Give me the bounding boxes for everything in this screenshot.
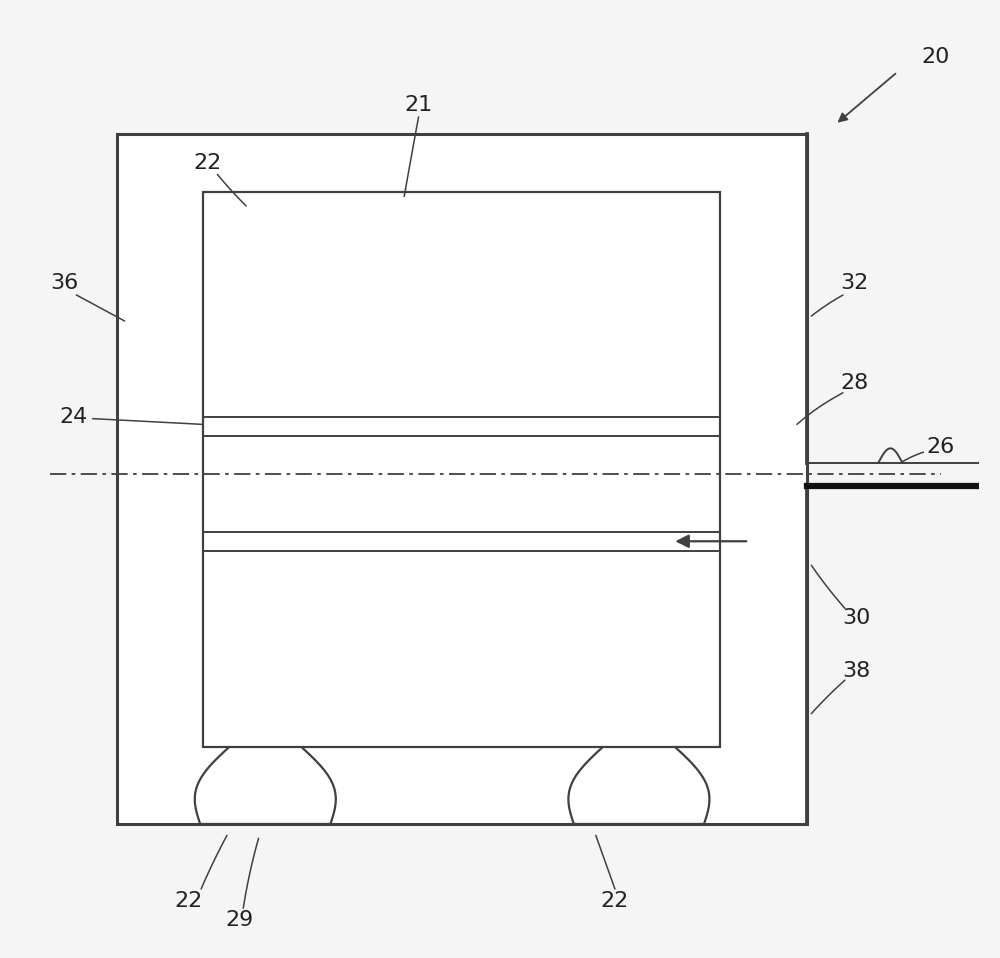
Bar	[117, 134, 807, 824]
Text: 28: 28	[840, 374, 869, 393]
Text: 24: 24	[60, 407, 88, 426]
Text: 38: 38	[842, 661, 871, 680]
Text: 26: 26	[926, 438, 955, 457]
Text: 30: 30	[842, 608, 871, 627]
Text: 36: 36	[50, 273, 78, 292]
Text: 20: 20	[922, 48, 950, 67]
Text: 21: 21	[404, 96, 433, 115]
Text: 29: 29	[225, 910, 254, 929]
Bar	[203, 192, 720, 747]
Text: 22: 22	[175, 891, 203, 910]
Text: 22: 22	[194, 153, 222, 172]
Text: 32: 32	[840, 273, 869, 292]
Text: 22: 22	[601, 891, 629, 910]
